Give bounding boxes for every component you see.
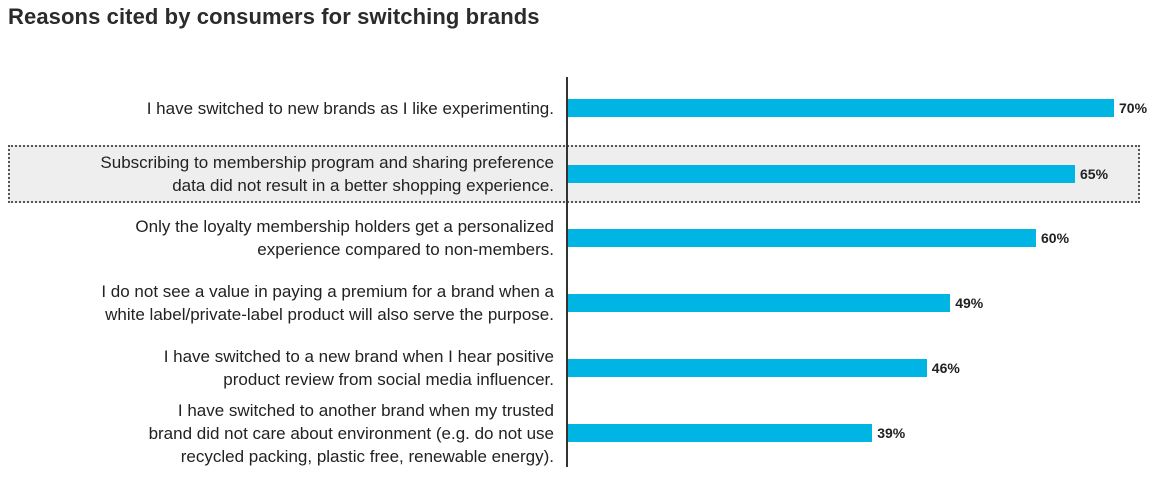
- category-label: I have switched to another brand when my…: [14, 399, 554, 468]
- value-label: 65%: [1080, 166, 1109, 182]
- value-label: 39%: [877, 425, 906, 441]
- category-label-line: brand did not care about environment (e.…: [148, 423, 554, 443]
- category-label: I have switched to new brands as I like …: [14, 97, 554, 120]
- bar: [568, 99, 1114, 117]
- category-label-line: Subscribing to membership program and sh…: [100, 153, 554, 172]
- category-label-line: I have switched to a new brand when I he…: [163, 347, 554, 366]
- category-label-line: white label/private-label product will a…: [105, 305, 554, 324]
- category-label-line: I have switched to new brands as I like …: [146, 98, 554, 118]
- value-label: 49%: [955, 295, 984, 311]
- category-label-line: I have switched to another brand when my…: [177, 400, 554, 420]
- category-label: Subscribing to membership program and sh…: [14, 151, 554, 197]
- value-label: 70%: [1119, 100, 1148, 116]
- bar: [568, 165, 1075, 183]
- category-label: I do not see a value in paying a premium…: [14, 280, 554, 326]
- value-label: 60%: [1041, 230, 1070, 246]
- y-axis-line: [566, 77, 568, 467]
- category-label: I have switched to a new brand when I he…: [14, 345, 554, 391]
- category-label-line: product review from social media influen…: [223, 370, 554, 389]
- category-label-line: Only the loyalty membership holders get …: [135, 217, 554, 236]
- bar: [568, 294, 951, 312]
- category-label: Only the loyalty membership holders get …: [14, 215, 554, 261]
- chart-title: Reasons cited by consumers for switching…: [8, 4, 540, 29]
- category-label-line: recycled packing, plastic free, renewabl…: [180, 446, 554, 466]
- bar: [568, 359, 927, 377]
- category-label-line: experience compared to non-members.: [257, 240, 554, 259]
- bar: [568, 424, 873, 442]
- category-label-line: data did not result in a better shopping…: [172, 176, 554, 195]
- category-label-line: I do not see a value in paying a premium…: [101, 282, 554, 301]
- bar: [568, 229, 1036, 247]
- value-label: 46%: [931, 360, 960, 376]
